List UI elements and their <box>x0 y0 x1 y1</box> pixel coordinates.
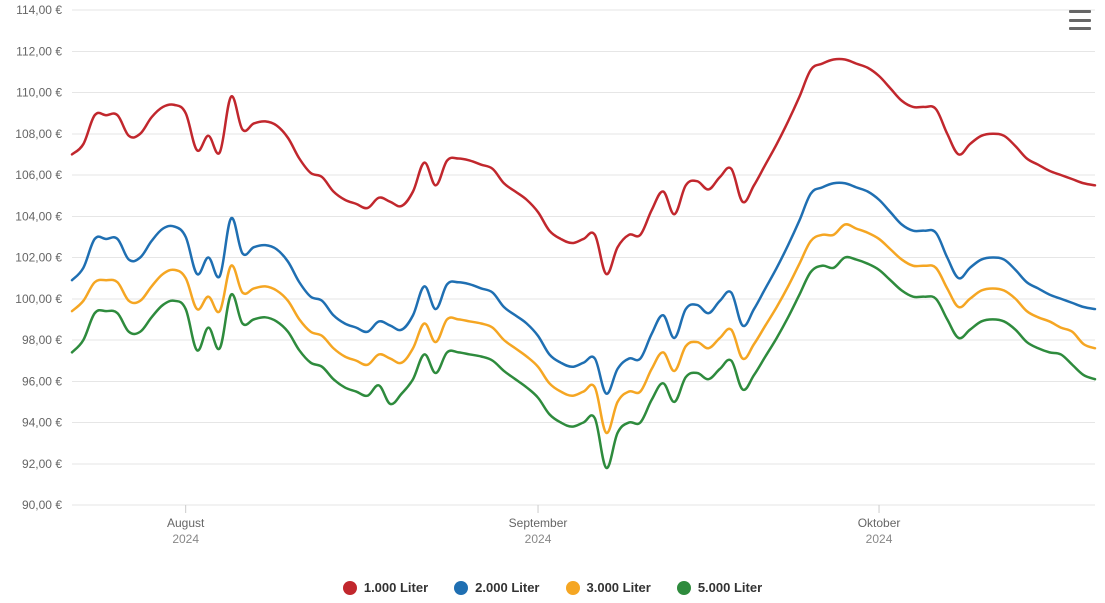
svg-text:106,00 €: 106,00 € <box>15 168 62 182</box>
legend-item[interactable]: 2.000 Liter <box>454 580 539 595</box>
svg-text:Oktober: Oktober <box>858 516 901 530</box>
legend-label: 1.000 Liter <box>364 580 428 595</box>
svg-text:96,00 €: 96,00 € <box>22 374 62 388</box>
svg-text:94,00 €: 94,00 € <box>22 416 62 430</box>
svg-text:90,00 €: 90,00 € <box>22 498 62 512</box>
price-chart: 90,00 € 92,00 € 94,00 € 96,00 € 98,00 € 100,0… <box>0 0 1105 603</box>
legend-item[interactable]: 3.000 Liter <box>566 580 651 595</box>
legend-swatch <box>343 581 357 595</box>
svg-text:114,00 €: 114,00 € <box>16 3 62 17</box>
chart-menu-button[interactable] <box>1069 8 1091 32</box>
svg-text:102,00 €: 102,00 € <box>15 251 62 265</box>
legend-swatch <box>566 581 580 595</box>
legend-label: 5.000 Liter <box>698 580 762 595</box>
svg-text:September: September <box>509 516 568 530</box>
svg-text:2024: 2024 <box>866 532 893 546</box>
legend-swatch <box>454 581 468 595</box>
svg-text:2024: 2024 <box>525 532 552 546</box>
svg-text:110,00 €: 110,00 € <box>16 86 62 100</box>
svg-text:92,00 €: 92,00 € <box>22 457 62 471</box>
chart-legend: 1.000 Liter 2.000 Liter 3.000 Liter 5.000 L… <box>0 580 1105 595</box>
svg-text:August: August <box>167 516 205 530</box>
svg-text:108,00 €: 108,00 € <box>15 127 62 141</box>
chart-plot-area: 90,00 € 92,00 € 94,00 € 96,00 € 98,00 € 100,0… <box>0 0 1105 603</box>
svg-text:98,00 €: 98,00 € <box>22 333 62 347</box>
legend-item[interactable]: 5.000 Liter <box>677 580 762 595</box>
legend-label: 3.000 Liter <box>587 580 651 595</box>
legend-item[interactable]: 1.000 Liter <box>343 580 428 595</box>
svg-text:100,00 €: 100,00 € <box>15 292 62 306</box>
legend-swatch <box>677 581 691 595</box>
svg-text:2024: 2024 <box>172 532 199 546</box>
legend-label: 2.000 Liter <box>475 580 539 595</box>
svg-text:112,00 €: 112,00 € <box>16 44 62 58</box>
svg-text:104,00 €: 104,00 € <box>15 209 62 223</box>
